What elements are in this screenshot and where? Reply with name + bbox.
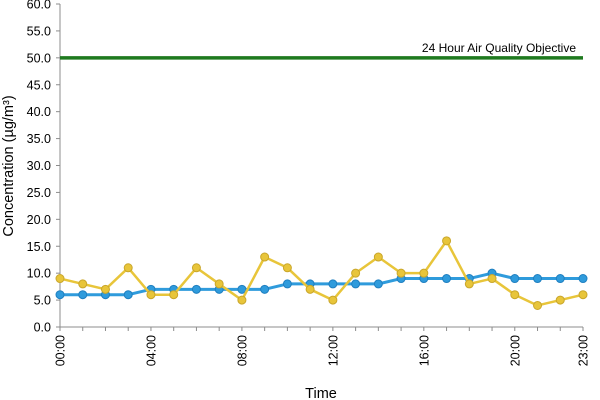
y-tick-label: 40.0 bbox=[27, 105, 51, 119]
x-tick-label: 00:00 bbox=[54, 335, 68, 366]
data-point bbox=[533, 274, 543, 284]
data-point bbox=[351, 268, 361, 278]
y-tick-label: 0.0 bbox=[34, 321, 51, 335]
data-point bbox=[578, 290, 588, 300]
data-point bbox=[282, 263, 292, 273]
data-point bbox=[237, 295, 247, 305]
data-point bbox=[578, 274, 588, 284]
y-tick-label: 5.0 bbox=[34, 294, 51, 308]
y-tick-label: 15.0 bbox=[27, 240, 51, 254]
objective-label: 24 Hour Air Quality Objective bbox=[422, 41, 576, 55]
y-tick-label: 20.0 bbox=[27, 213, 51, 227]
series-line bbox=[60, 271, 583, 297]
data-point bbox=[442, 236, 452, 246]
data-point bbox=[123, 290, 133, 300]
x-tick-label: 04:00 bbox=[144, 335, 158, 366]
x-tick-label: 16:00 bbox=[417, 335, 431, 366]
x-tick-label: 23:00 bbox=[577, 335, 591, 366]
data-point bbox=[442, 274, 452, 284]
data-point bbox=[328, 295, 338, 305]
data-point bbox=[373, 279, 383, 289]
data-point bbox=[55, 274, 65, 284]
y-tick-label: 45.0 bbox=[27, 78, 51, 92]
data-point bbox=[260, 252, 270, 262]
y-tick-label: 30.0 bbox=[27, 159, 51, 173]
data-point bbox=[169, 290, 179, 300]
data-point bbox=[373, 252, 383, 262]
axes bbox=[56, 3, 584, 331]
data-point bbox=[282, 279, 292, 289]
data-point bbox=[237, 284, 247, 294]
data-point bbox=[487, 274, 497, 284]
series-line bbox=[59, 239, 584, 307]
data-point bbox=[305, 284, 315, 294]
y-tick-label: 60.0 bbox=[27, 0, 51, 12]
x-tick-label: 08:00 bbox=[235, 335, 249, 366]
series-2 bbox=[55, 236, 588, 310]
x-axis-title: Time bbox=[305, 386, 337, 400]
air-quality-objective-line: 24 Hour Air Quality Objective bbox=[60, 41, 583, 60]
data-point bbox=[351, 279, 361, 289]
data-point bbox=[328, 279, 338, 289]
data-point bbox=[533, 300, 543, 310]
y-axis-title: Concentration (µg/m³) bbox=[1, 95, 17, 236]
data-point bbox=[191, 284, 201, 294]
data-point bbox=[555, 274, 565, 284]
data-point bbox=[464, 279, 474, 289]
data-point bbox=[260, 284, 270, 294]
tick-labels: 0.0 5.0 10.0 15.0 20.0 25.0 30.0 35.0 40.0 45.0 50… bbox=[27, 0, 591, 366]
data-point bbox=[55, 290, 65, 300]
data-point bbox=[123, 263, 133, 273]
data-point bbox=[100, 284, 110, 294]
data-point bbox=[78, 279, 88, 289]
y-tick-label: 55.0 bbox=[27, 24, 51, 38]
data-point bbox=[396, 268, 406, 278]
data-point bbox=[214, 279, 224, 289]
data-point bbox=[191, 263, 201, 273]
y-tick-label: 35.0 bbox=[27, 132, 51, 146]
y-tick-label: 25.0 bbox=[27, 186, 51, 200]
data-point bbox=[78, 290, 88, 300]
data-point bbox=[146, 290, 156, 300]
data-point bbox=[419, 268, 429, 278]
data-point bbox=[510, 274, 520, 284]
series-layer bbox=[55, 236, 588, 310]
x-tick-label: 12:00 bbox=[326, 335, 340, 366]
x-tick-label: 20:00 bbox=[508, 335, 522, 366]
y-tick-label: 50.0 bbox=[27, 51, 51, 65]
data-point bbox=[555, 295, 565, 305]
y-tick-label: 10.0 bbox=[27, 267, 51, 281]
data-point bbox=[510, 290, 520, 300]
